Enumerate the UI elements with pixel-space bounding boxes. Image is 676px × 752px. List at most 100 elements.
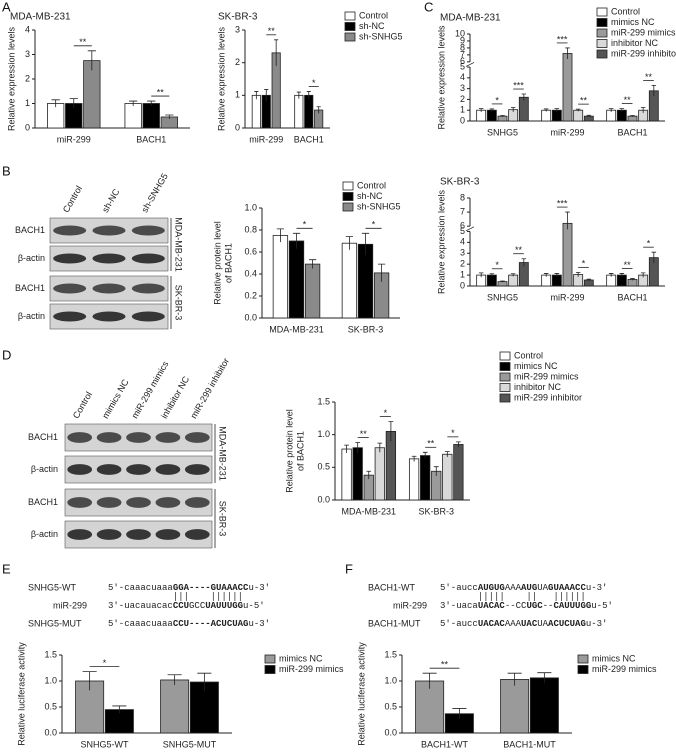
- y-tick-label: 0.0: [384, 727, 397, 737]
- sequence-segment: CAUUUGG: [553, 601, 591, 611]
- x-tick-label: BACH1-WT: [421, 739, 469, 749]
- legend-swatch: [577, 665, 589, 674]
- y-tick-label: 0.4: [244, 268, 257, 278]
- legend-swatch: [499, 393, 511, 403]
- error-bar: [500, 280, 505, 283]
- error-bar: [586, 278, 592, 281]
- sequence-segment: UA: [537, 583, 548, 593]
- sequence-segment: UACAC: [478, 601, 506, 611]
- row-label: β-actin: [31, 464, 58, 474]
- blot-band: [53, 311, 87, 322]
- blot-band: [96, 432, 122, 443]
- significance-label: ***: [557, 198, 568, 208]
- x-tick-label: BACH1-MUT: [503, 739, 556, 749]
- error-bar: [345, 236, 354, 250]
- legend-swatch: [596, 18, 608, 27]
- error-bar: [521, 258, 527, 267]
- y-tick-label: 1: [460, 269, 465, 279]
- sequence-segment: 3'-uaca: [440, 601, 478, 611]
- bar: [497, 115, 508, 122]
- bar: [341, 242, 358, 319]
- sequence-segment: ACUCUAG: [548, 619, 586, 629]
- bar: [573, 109, 584, 122]
- significance-label: **: [624, 260, 632, 270]
- blot-band: [131, 225, 165, 236]
- significance-label: **: [427, 439, 435, 449]
- legend-label: sh-SNHG5: [359, 31, 403, 41]
- significance-label: ***: [557, 34, 568, 44]
- sequence: 5'-caaacuaaaCCU----ACUCUAGu-3': [108, 619, 270, 629]
- error-bar: [254, 91, 259, 100]
- y-tick-label: 4: [460, 72, 465, 82]
- y-tick-label: 1.0: [244, 202, 257, 212]
- lane-label: Control: [61, 184, 84, 214]
- lane-label: inhibitor NC: [159, 374, 191, 420]
- bar: [541, 109, 552, 122]
- legend-label: sh-SNHG5: [357, 201, 401, 211]
- row-label: β-actin: [18, 253, 45, 263]
- error-bar: [543, 273, 549, 277]
- y-tick-label: 0: [235, 122, 240, 132]
- x-tick-label: SNHG5-WT: [81, 739, 129, 749]
- error-bar: [274, 39, 279, 66]
- error-bar: [444, 451, 450, 457]
- significance-label: *: [495, 95, 499, 105]
- sequence-label: miR-299: [53, 600, 87, 610]
- error-bar: [554, 108, 560, 112]
- y-tick-label: 10: [455, 28, 465, 38]
- error-bar: [292, 232, 301, 249]
- x-tick-label: SK-BR-3: [348, 324, 384, 334]
- blot-band: [126, 497, 151, 508]
- error-bar: [411, 455, 417, 462]
- error-bar: [355, 442, 361, 453]
- blot-band: [126, 529, 151, 540]
- x-tick-label: SK-BR-3: [418, 506, 454, 516]
- y-tick-label: 0.5: [384, 701, 397, 711]
- error-bar: [586, 114, 592, 118]
- legend-label: Control: [514, 350, 543, 360]
- blot-band: [67, 529, 93, 540]
- sequence-segment: UGC: [526, 601, 543, 611]
- bar: [616, 274, 627, 287]
- y-tick-label: 3: [235, 24, 240, 34]
- blot-band: [184, 529, 210, 540]
- y-axis-label: Relative luciferase activity: [356, 642, 366, 746]
- sequence-segment: 5'-aucc: [440, 583, 478, 593]
- chart-title: MDA-MB-231: [440, 13, 501, 24]
- legend-label: mimics NC: [514, 361, 558, 371]
- significance-label: **: [157, 87, 165, 97]
- y-tick-label: 1: [25, 98, 30, 108]
- bar: [562, 222, 573, 287]
- error-bar: [619, 108, 625, 112]
- y-tick-label: 8: [460, 42, 465, 52]
- error-bar: [361, 232, 370, 256]
- panel-letter: E: [2, 561, 11, 576]
- sequence-segment: 5'-caaacuaaa: [108, 583, 173, 593]
- error-bar: [619, 273, 625, 277]
- sequence: 3'-uacauacacCCUGCCUAUUUGGu-5': [108, 601, 265, 611]
- blot-band: [96, 529, 122, 540]
- error-bar: [316, 106, 321, 114]
- legend-label: miR-299 mimics: [279, 664, 344, 674]
- y-axis-label: Relative expression levels: [436, 25, 446, 130]
- y-tick-label: 1: [460, 105, 465, 115]
- bar: [518, 96, 529, 122]
- blot-band: [184, 464, 210, 475]
- blot-band: [155, 497, 181, 508]
- legend-swatch: [596, 7, 608, 17]
- y-axis-label: Relative protein level: [284, 409, 294, 493]
- blot-band: [53, 283, 87, 294]
- bar: [541, 274, 552, 287]
- x-tick-label: SNHG5: [487, 292, 518, 302]
- blot-band: [53, 225, 87, 236]
- legend-label: miR-299 mimics: [592, 664, 657, 674]
- y-tick-label: 4: [460, 237, 465, 247]
- blot-band: [96, 464, 122, 475]
- sequence-segment: AAA: [505, 619, 522, 629]
- legend-label: mimics NC: [279, 653, 323, 663]
- blot-band: [126, 464, 151, 475]
- axis-break: [465, 226, 475, 232]
- y-tick-label: 2: [460, 94, 465, 104]
- cell-line-label: MDA-MB-231: [218, 426, 228, 481]
